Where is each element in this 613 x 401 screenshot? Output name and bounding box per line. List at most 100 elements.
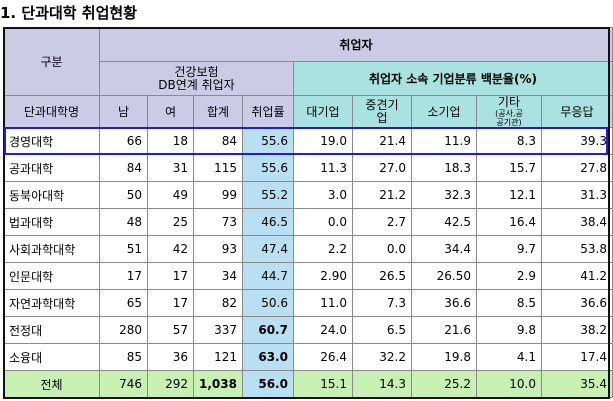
cell-sum: 84 <box>193 127 243 155</box>
cell-small: 32.3 <box>410 181 477 209</box>
cell-none: 35.4 <box>540 370 613 398</box>
cell-female: 17 <box>147 289 194 317</box>
cell-female: 31 <box>147 154 194 182</box>
header-female: 여 <box>147 95 194 128</box>
header-other-line3: 공기관) <box>496 118 522 127</box>
header-college: 단과대학명 <box>3 95 100 128</box>
cell-male: 48 <box>99 208 148 236</box>
cell-college: 자연과학대학 <box>3 289 100 317</box>
cell-sum: 82 <box>193 289 243 317</box>
cell-rate: 46.5 <box>241 208 294 236</box>
cell-none: 53.8 <box>540 235 613 263</box>
cell-large: 11.3 <box>292 154 353 182</box>
cell-female: 292 <box>147 370 194 398</box>
cell-rate: 60.7 <box>241 316 294 344</box>
cell-rate: 50.6 <box>241 289 294 317</box>
cell-college: 공과대학 <box>3 154 100 182</box>
table-row: 사회과학대학 51 42 93 47.4 2.2 0.0 34.4 9.7 53… <box>3 235 613 263</box>
cell-college: 법과대학 <box>3 208 100 236</box>
cell-male: 746 <box>99 370 148 398</box>
table-row: 공과대학 84 31 115 55.6 11.3 27.0 18.3 15.7 … <box>3 154 613 182</box>
cell-mid: 6.5 <box>351 316 412 344</box>
table-row: 법과대학 48 25 73 46.5 0.0 2.7 42.5 16.4 38.… <box>3 208 613 236</box>
cell-large: 19.0 <box>292 127 353 155</box>
cell-female: 17 <box>147 262 194 290</box>
cell-large: 2.2 <box>292 235 353 263</box>
cell-large: 11.0 <box>292 289 353 317</box>
header-rate: 취업률 <box>241 95 294 128</box>
cell-small: 18.3 <box>410 154 477 182</box>
cell-other: 15.7 <box>475 154 542 182</box>
cell-mid: 32.2 <box>351 343 412 371</box>
cell-mid: 7.3 <box>351 289 412 317</box>
cell-none: 27.8 <box>540 154 613 182</box>
cell-none: 38.4 <box>540 208 613 236</box>
header-none: 무응답 <box>540 95 613 128</box>
cell-other: 9.7 <box>475 235 542 263</box>
cell-rate: 55.2 <box>241 181 294 209</box>
cell-other: 2.9 <box>475 262 542 290</box>
cell-rate: 44.7 <box>241 262 294 290</box>
employment-table: 구분 취업자 건강보험 DB연계 취업자 취업자 소속 기업분류 백분율(%) … <box>3 27 613 398</box>
cell-college: 소융대 <box>3 343 100 371</box>
cell-college: 인문대학 <box>3 262 100 290</box>
header-male: 남 <box>99 95 148 128</box>
cell-female: 18 <box>147 127 194 155</box>
cell-male: 65 <box>99 289 148 317</box>
cell-other: 8.3 <box>475 127 542 155</box>
cell-small: 36.6 <box>410 289 477 317</box>
table-row: 소융대 85 36 121 63.0 26.4 32.2 19.8 4.1 17… <box>3 343 613 371</box>
cell-rate: 55.6 <box>241 127 294 155</box>
table-row: 자연과학대학 65 17 82 50.6 11.0 7.3 36.6 8.5 3… <box>3 289 613 317</box>
cell-male: 84 <box>99 154 148 182</box>
header-mid-line1: 중견기 <box>365 97 399 112</box>
cell-other: 4.1 <box>475 343 542 371</box>
cell-female: 57 <box>147 316 194 344</box>
header-small: 소기업 <box>410 95 477 128</box>
cell-rate: 55.6 <box>241 154 294 182</box>
header-distribution: 취업자 소속 기업분류 백분율(%) <box>292 61 613 96</box>
cell-male: 66 <box>99 127 148 155</box>
cell-large: 0.0 <box>292 208 353 236</box>
cell-female: 25 <box>147 208 194 236</box>
cell-small: 19.8 <box>410 343 477 371</box>
cell-other: 9.8 <box>475 316 542 344</box>
cell-small: 21.6 <box>410 316 477 344</box>
cell-rate: 56.0 <box>241 370 294 398</box>
cell-college: 전정대 <box>3 316 100 344</box>
table-row: 전정대 280 57 337 60.7 24.0 6.5 21.6 9.8 38… <box>3 316 613 344</box>
cell-sum: 337 <box>193 316 243 344</box>
cell-sum: 99 <box>193 181 243 209</box>
cell-sum: 73 <box>193 208 243 236</box>
cell-small: 34.4 <box>410 235 477 263</box>
cell-male: 17 <box>99 262 148 290</box>
cell-none: 39.3 <box>540 127 613 155</box>
cell-small: 42.5 <box>410 208 477 236</box>
header-large: 대기업 <box>292 95 353 128</box>
cell-female: 36 <box>147 343 194 371</box>
cell-college: 사회과학대학 <box>3 235 100 263</box>
cell-small: 26.50 <box>410 262 477 290</box>
employment-table-wrap: 구분 취업자 건강보험 DB연계 취업자 취업자 소속 기업분류 백분율(%) … <box>3 27 613 398</box>
cell-sum: 115 <box>193 154 243 182</box>
cell-other: 10.0 <box>475 370 542 398</box>
cell-large: 15.1 <box>292 370 353 398</box>
header-insurance-line2: DB연계 취업자 <box>158 77 235 92</box>
table-row: 인문대학 17 17 34 44.7 2.90 26.5 26.50 2.9 4… <box>3 262 613 290</box>
table-row: 동북아대학 50 49 99 55.2 3.0 21.2 32.3 12.1 3… <box>3 181 613 209</box>
header-other: 기타 (공사,공 공기관) <box>475 95 542 128</box>
header-mid: 중견기 업 <box>351 95 412 128</box>
header-group: 구분 <box>3 27 100 96</box>
cell-college: 동북아대학 <box>3 181 100 209</box>
header-insurance: 건강보험 DB연계 취업자 <box>99 61 294 96</box>
cell-female: 42 <box>147 235 194 263</box>
header-employed: 취업자 <box>99 27 613 62</box>
cell-rate: 47.4 <box>241 235 294 263</box>
cell-mid: 26.5 <box>351 262 412 290</box>
cell-sum: 93 <box>193 235 243 263</box>
cell-sum: 121 <box>193 343 243 371</box>
cell-male: 280 <box>99 316 148 344</box>
cell-sum: 1,038 <box>193 370 243 398</box>
cell-male: 51 <box>99 235 148 263</box>
cell-none: 17.4 <box>540 343 613 371</box>
